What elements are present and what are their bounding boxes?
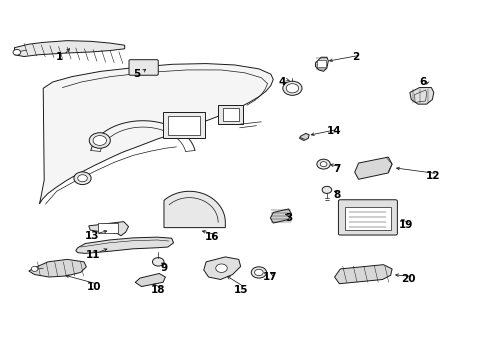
Bar [345,207,390,230]
Bar [218,105,243,124]
Circle shape [251,267,266,278]
Text: 12: 12 [425,171,439,181]
FancyBboxPatch shape [129,60,158,75]
Text: 19: 19 [399,220,413,230]
Bar [317,60,325,67]
Text: 6: 6 [419,77,426,87]
Text: 9: 9 [161,263,168,273]
Circle shape [285,84,298,93]
Text: 3: 3 [285,213,292,223]
Circle shape [13,49,20,55]
Text: 13: 13 [84,231,99,241]
Polygon shape [270,209,291,223]
Text: 2: 2 [352,52,359,62]
Polygon shape [163,191,225,228]
Polygon shape [40,64,273,204]
Polygon shape [334,265,391,284]
Polygon shape [299,134,308,140]
Circle shape [254,269,263,276]
Polygon shape [89,222,128,236]
Polygon shape [315,57,328,71]
Polygon shape [203,257,240,279]
Text: 7: 7 [333,164,340,174]
Polygon shape [29,259,86,277]
Text: 16: 16 [205,232,219,242]
Polygon shape [409,87,433,104]
Circle shape [316,159,329,169]
Text: 15: 15 [233,285,248,295]
Circle shape [89,133,110,148]
Text: 8: 8 [333,190,340,200]
Text: 5: 5 [133,69,141,79]
Circle shape [320,162,326,167]
Circle shape [215,264,227,273]
Polygon shape [15,41,124,57]
Polygon shape [76,237,173,253]
Circle shape [282,81,302,95]
Text: 17: 17 [262,272,277,282]
Bar [167,116,200,135]
FancyBboxPatch shape [338,200,397,235]
Text: 20: 20 [401,274,415,284]
Text: 11: 11 [85,250,100,260]
Bar [98,223,118,233]
Polygon shape [354,157,391,179]
Bar [223,108,239,121]
Circle shape [74,172,91,185]
Text: 14: 14 [325,126,340,136]
Circle shape [31,266,38,271]
Circle shape [152,258,163,266]
Circle shape [322,186,331,193]
Circle shape [93,136,106,145]
Text: 1: 1 [55,52,62,62]
Bar [163,112,205,138]
Circle shape [78,175,87,182]
Text: 18: 18 [151,285,165,295]
Text: 10: 10 [86,282,101,292]
Polygon shape [135,274,165,287]
Text: 4: 4 [278,77,285,87]
